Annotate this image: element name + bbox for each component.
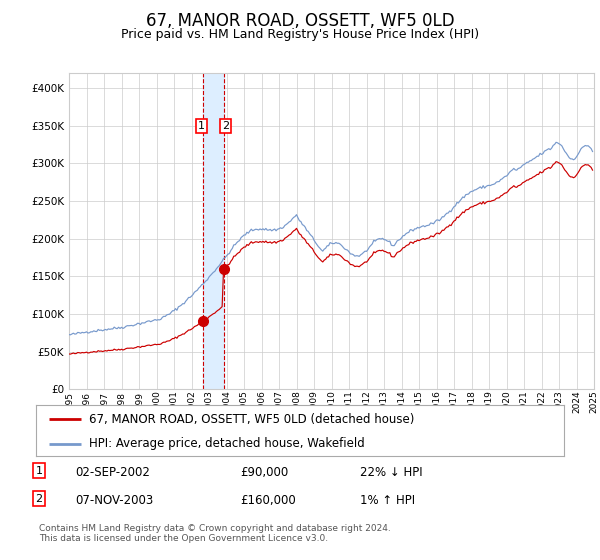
Text: 1% ↑ HPI: 1% ↑ HPI: [360, 494, 415, 507]
Text: 07-NOV-2003: 07-NOV-2003: [75, 494, 153, 507]
Text: 1: 1: [35, 466, 43, 476]
Text: 67, MANOR ROAD, OSSETT, WF5 0LD: 67, MANOR ROAD, OSSETT, WF5 0LD: [146, 12, 454, 30]
Text: 02-SEP-2002: 02-SEP-2002: [75, 466, 150, 479]
Text: £160,000: £160,000: [240, 494, 296, 507]
Text: 2: 2: [222, 120, 229, 130]
Text: £90,000: £90,000: [240, 466, 288, 479]
Text: HPI: Average price, detached house, Wakefield: HPI: Average price, detached house, Wake…: [89, 437, 365, 450]
Text: 1: 1: [197, 120, 205, 130]
Text: Price paid vs. HM Land Registry's House Price Index (HPI): Price paid vs. HM Land Registry's House …: [121, 28, 479, 41]
Text: 2: 2: [35, 494, 43, 504]
Text: Contains HM Land Registry data © Crown copyright and database right 2024.
This d: Contains HM Land Registry data © Crown c…: [39, 524, 391, 543]
Text: 67, MANOR ROAD, OSSETT, WF5 0LD (detached house): 67, MANOR ROAD, OSSETT, WF5 0LD (detache…: [89, 413, 414, 426]
Text: 22% ↓ HPI: 22% ↓ HPI: [360, 466, 422, 479]
Bar: [203, 73, 224, 389]
